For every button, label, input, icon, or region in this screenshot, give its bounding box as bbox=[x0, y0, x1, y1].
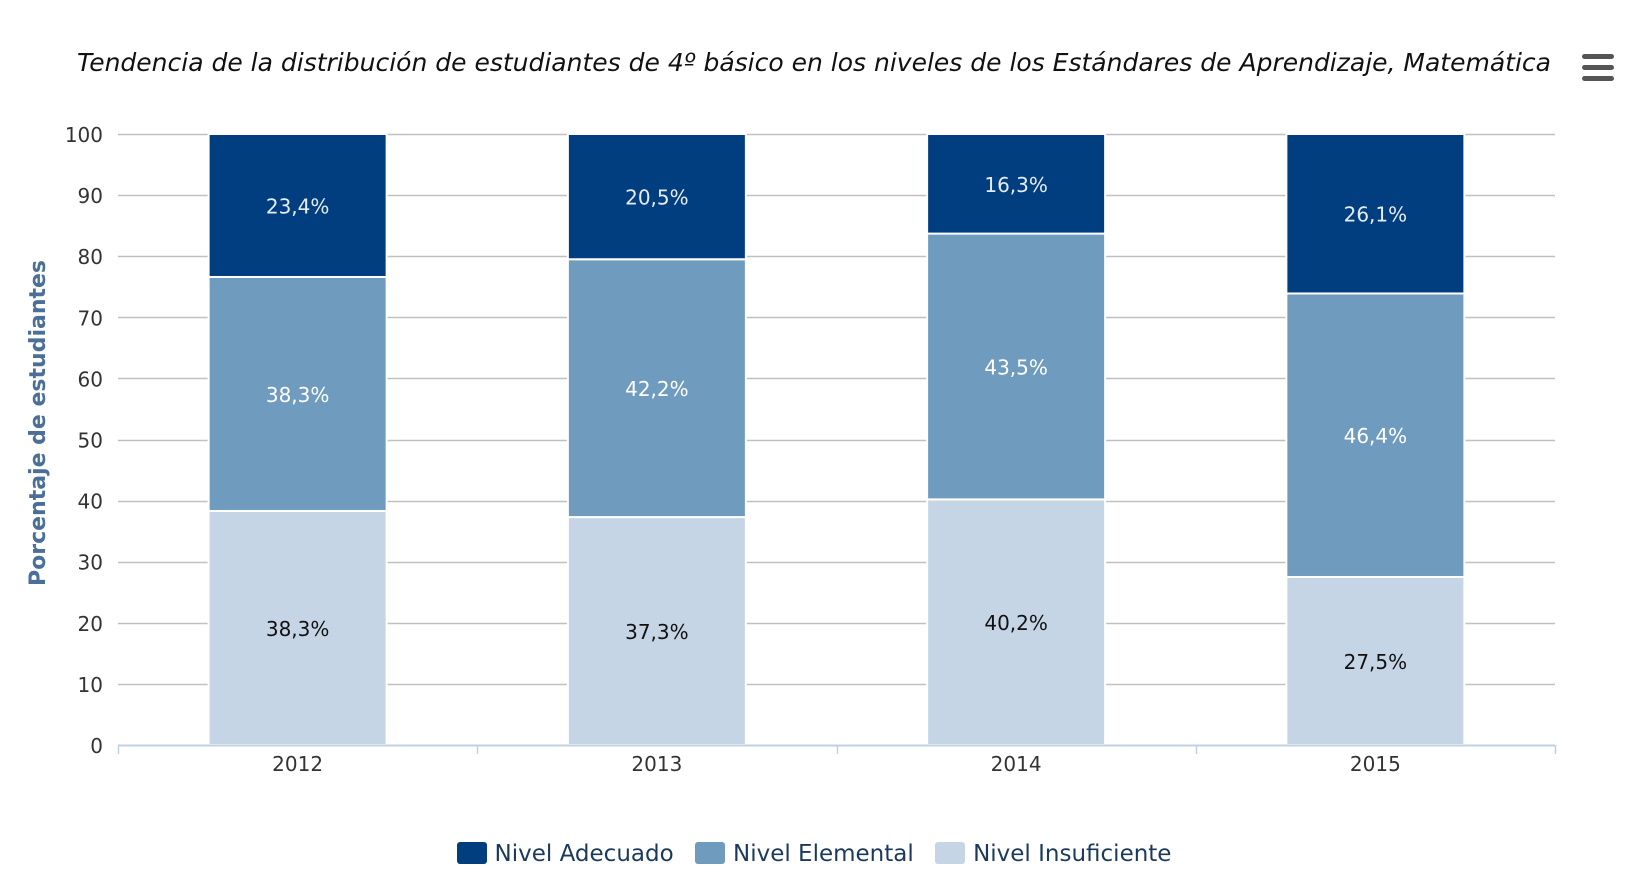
legend-label-nivel-elemental: Nivel Elemental bbox=[732, 840, 914, 867]
legend-label-nivel-adecuado: Nivel Adecuado bbox=[494, 840, 674, 867]
data-label-nivel-elemental-2012: 38,3% bbox=[266, 383, 330, 407]
bar-nivel-elemental-2012[interactable] bbox=[207, 275, 388, 512]
legend-label-nivel-insuficiente: Nivel Insuficiente bbox=[973, 840, 1172, 867]
data-label-nivel-insuficiente-2012: 38,3% bbox=[266, 617, 330, 641]
bar-nivel-adecuado-2014[interactable] bbox=[926, 133, 1107, 235]
y-tick-label: 80 bbox=[78, 245, 103, 269]
data-label-nivel-elemental-2013: 42,2% bbox=[625, 377, 689, 401]
bar-nivel-insuficiente-2014[interactable] bbox=[926, 498, 1107, 746]
data-label-nivel-elemental-2015: 46,4% bbox=[1344, 424, 1408, 448]
bar-nivel-insuficiente-2012[interactable] bbox=[207, 509, 388, 746]
y-tick-label: 50 bbox=[78, 429, 103, 453]
legend-item-nivel-adecuado[interactable]: Nivel Adecuado bbox=[456, 840, 674, 867]
y-axis-title: Porcentaje de estudiantes bbox=[26, 260, 51, 586]
y-tick-label: 40 bbox=[78, 490, 103, 514]
y-tick-label: 60 bbox=[78, 367, 103, 391]
y-tick-label: 90 bbox=[78, 184, 103, 208]
y-tick-label: 10 bbox=[78, 673, 103, 697]
bar-nivel-insuficiente-2013[interactable] bbox=[566, 516, 747, 746]
legend-item-nivel-elemental[interactable]: Nivel Elemental bbox=[694, 840, 914, 867]
y-tick-label: 100 bbox=[65, 123, 103, 147]
hamburger-menu-icon-middle bbox=[1582, 65, 1614, 70]
hamburger-menu-icon bbox=[1582, 54, 1614, 59]
data-label-nivel-insuficiente-2014: 40,2% bbox=[984, 611, 1048, 635]
data-label-nivel-insuficiente-2013: 37,3% bbox=[625, 620, 689, 644]
legend-item-nivel-insuficiente[interactable]: Nivel Insuficiente bbox=[935, 841, 1171, 867]
x-tick-label-2013: 2013 bbox=[631, 752, 682, 776]
bar-layer bbox=[207, 133, 1466, 746]
hamburger-menu-icon-bottom bbox=[1582, 76, 1614, 81]
legend-swatch-nivel-insuficiente bbox=[935, 841, 966, 864]
data-label-nivel-adecuado-2013: 20,5% bbox=[625, 186, 689, 210]
x-tick-label-2012: 2012 bbox=[272, 752, 323, 776]
x-tick-label-2014: 2014 bbox=[991, 752, 1042, 776]
bar-nivel-adecuado-2012[interactable] bbox=[207, 133, 388, 278]
bar-nivel-elemental-2015[interactable] bbox=[1285, 292, 1466, 578]
y-tick-label: 20 bbox=[78, 612, 103, 636]
x-tick-label-2015: 2015 bbox=[1350, 752, 1401, 776]
data-label-nivel-insuficiente-2015: 27,5% bbox=[1344, 650, 1408, 674]
y-tick-label: 70 bbox=[78, 306, 103, 330]
bar-nivel-insuficiente-2015[interactable] bbox=[1285, 575, 1466, 746]
y-tick-label: 30 bbox=[78, 551, 103, 575]
data-label-nivel-adecuado-2015: 26,1% bbox=[1344, 203, 1408, 227]
legend-swatch-nivel-elemental bbox=[694, 841, 725, 864]
data-label-nivel-adecuado-2014: 16,3% bbox=[984, 173, 1048, 197]
y-tick-label: 0 bbox=[90, 734, 103, 758]
axis-layer: 0 10 20 30 40 50 60 70 80 90 100 2012 2013 2014 2015 bbox=[65, 123, 1557, 776]
data-label-layer: 38,3% 38,3% 23,4% 37,3% 42,2% 20,5% 40,2% 43,5%… bbox=[266, 173, 1407, 674]
chart-title: Tendencia de la distribución de estudian… bbox=[77, 48, 1551, 77]
bar-nivel-adecuado-2013[interactable] bbox=[566, 133, 747, 261]
bar-nivel-adecuado-2015[interactable] bbox=[1285, 133, 1466, 295]
data-label-nivel-adecuado-2012: 23,4% bbox=[266, 194, 330, 218]
bar-nivel-elemental-2013[interactable] bbox=[566, 258, 747, 519]
data-label-nivel-elemental-2014: 43,5% bbox=[984, 355, 1048, 379]
chart-menu-button[interactable] bbox=[1580, 52, 1616, 84]
chart-legend: Nivel Adecuado Nivel Elemental Nivel Ins… bbox=[0, 840, 1628, 867]
bar-nivel-elemental-2014[interactable] bbox=[926, 232, 1107, 501]
legend-swatch-nivel-adecuado bbox=[456, 841, 487, 864]
